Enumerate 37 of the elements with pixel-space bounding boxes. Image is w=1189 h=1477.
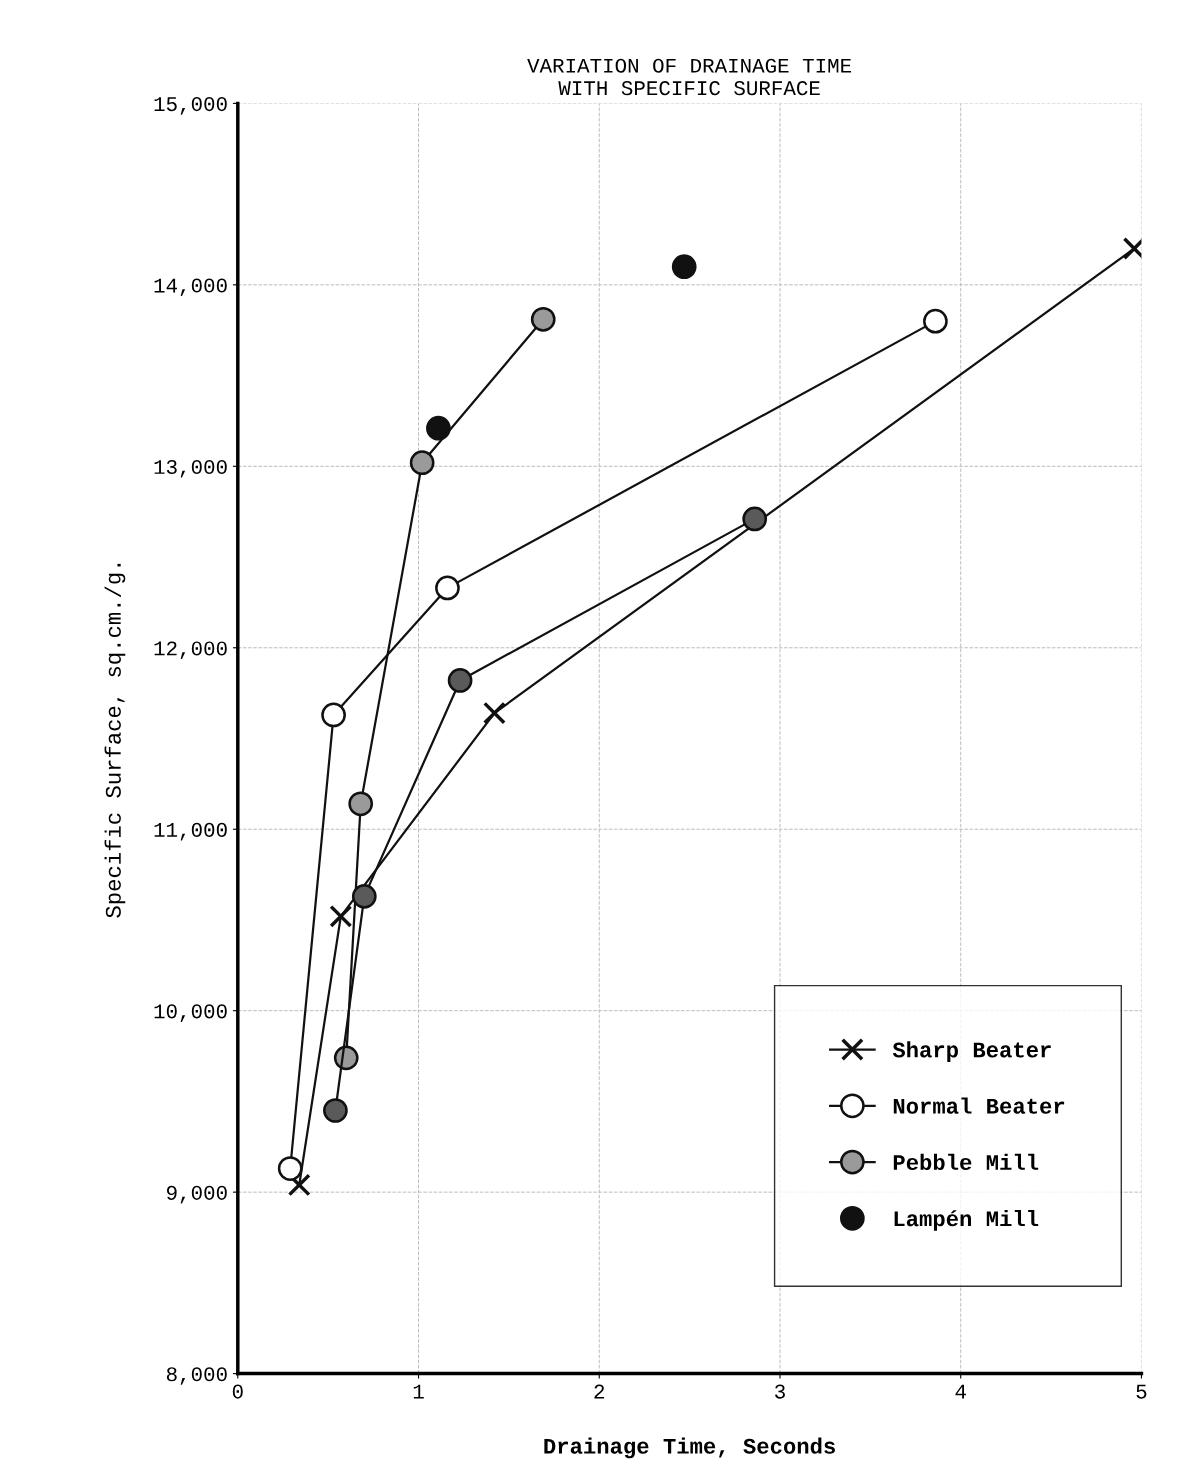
point <box>329 904 353 928</box>
y-tick-label: 9,000 <box>167 1185 227 1204</box>
x-tick-label: 0 <box>232 1384 243 1399</box>
point <box>671 254 697 280</box>
chart-title: VARIATION OF DRAINAGE TIME WITH SPECIFIC SURFACE <box>527 58 852 96</box>
point <box>923 308 948 334</box>
x-tick-label: 5 <box>1136 1384 1147 1399</box>
point <box>435 575 460 601</box>
x-tick-label: 3 <box>775 1384 785 1399</box>
x-axis-title: Drainage Time, Seconds <box>544 1437 835 1459</box>
point <box>426 415 451 441</box>
point <box>321 702 346 728</box>
y-tick-label: 13,000 <box>154 459 227 478</box>
x-tick-label: 4 <box>955 1384 966 1399</box>
point <box>277 1156 303 1181</box>
legend-label: Lampén Mill <box>894 1210 1039 1231</box>
legend-label: Normal Beater <box>893 1097 1065 1114</box>
point <box>530 306 556 332</box>
y-tick-label: 12,000 <box>154 641 227 660</box>
y-tick-label: 14,000 <box>154 278 227 297</box>
point <box>482 701 506 725</box>
point <box>447 668 473 693</box>
point <box>348 791 374 817</box>
legend-label: Pebble Mill <box>893 1153 1039 1171</box>
y-tick-label: 10,000 <box>154 1004 227 1022</box>
point <box>323 1098 348 1123</box>
y-tick-label: 8,000 <box>166 1367 227 1385</box>
point <box>742 506 768 532</box>
x-tick-label: 1 <box>413 1384 424 1399</box>
point <box>351 884 377 909</box>
y-tick-label: 15,000 <box>154 97 227 115</box>
y-axis-title: Specific Surface, sq.cm./g. <box>104 563 126 918</box>
point <box>287 1173 311 1197</box>
x-tick-label: 2 <box>594 1384 605 1399</box>
y-tick-label: 11,000 <box>154 822 227 841</box>
point <box>409 450 435 476</box>
legend-label: Sharp Beater <box>892 1041 1051 1062</box>
